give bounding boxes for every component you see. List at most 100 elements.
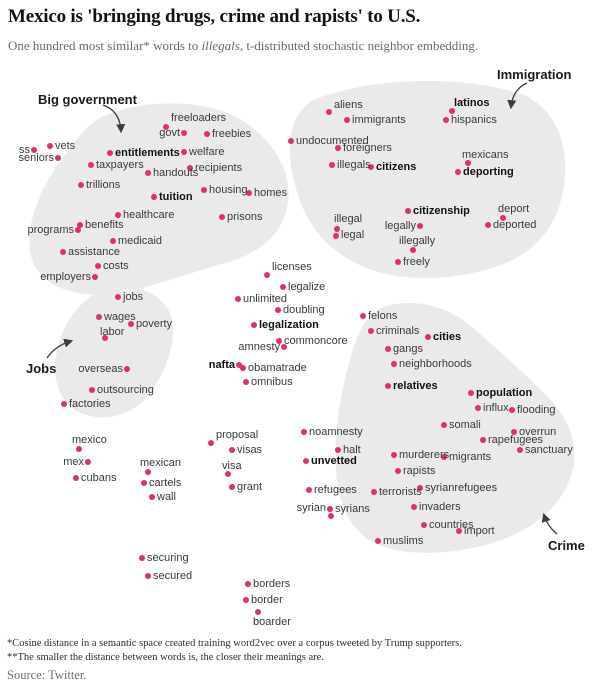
- word-label-legally: legally: [384, 220, 416, 232]
- point-dot-welfare: [181, 149, 187, 155]
- point-dot-recipients: [187, 165, 193, 171]
- point-dot-secured: [145, 573, 151, 579]
- word-label-unlimited: unlimited: [243, 293, 288, 305]
- word-label-somali: somali: [449, 419, 481, 431]
- subtitle-query-word: illegals: [201, 38, 240, 53]
- word-label-flooding: flooding: [517, 404, 556, 416]
- word-label-deport: deport: [498, 203, 530, 215]
- word-label-deporting: deporting: [463, 166, 514, 178]
- point-dot-syrians: [328, 513, 334, 519]
- cluster-label-jobs: Jobs: [26, 361, 57, 376]
- word-label-sanctuary: sanctuary: [525, 444, 573, 456]
- point-dot-costs: [95, 263, 101, 269]
- point-dot-illegals: [329, 162, 335, 168]
- word-label-citizens: citizens: [376, 161, 417, 173]
- point-dot-visa: [225, 471, 231, 477]
- blob-immigration: [289, 80, 566, 278]
- point-dot-noamnesty: [301, 429, 307, 435]
- word-label-visa: visa: [222, 460, 242, 472]
- point-dot-freebies: [204, 131, 210, 137]
- word-label-welfare: welfare: [189, 146, 225, 158]
- point-dot-benefits: [77, 222, 83, 228]
- word-label-employers: employers: [40, 271, 91, 283]
- word-label-entitlements: entitlements: [115, 147, 180, 159]
- word-label-foreigners: foreigners: [343, 142, 392, 154]
- point-dot-cartels: [141, 480, 147, 486]
- word-label-influx: influx: [483, 402, 509, 414]
- point-dot-illegally: [410, 247, 416, 253]
- word-label-refugees: refugees: [314, 484, 357, 496]
- word-label-overrun: overrun: [519, 426, 557, 438]
- word-label-trillions: trillions: [86, 179, 121, 191]
- word-label-noamnesty: noamnesty: [309, 426, 363, 438]
- point-dot-omnibus: [243, 379, 249, 385]
- point-dot-illegal: [334, 226, 340, 232]
- word-label-freeloaders: freeloaders: [171, 112, 227, 124]
- point-dot-employers: [92, 274, 98, 280]
- point-dot-overseas: [124, 366, 130, 372]
- point-dot-handouts: [145, 170, 151, 176]
- point-dot-visas: [229, 447, 235, 453]
- point-dot-deport: [500, 215, 506, 221]
- word-label-citizenship: citizenship: [413, 205, 470, 217]
- word-label-invaders: invaders: [419, 501, 461, 513]
- arrow-big-government: [102, 104, 126, 134]
- word-label-halt: halt: [343, 444, 361, 456]
- point-dot-refugees: [306, 487, 312, 493]
- point-dot-boarder: [255, 609, 261, 615]
- point-dot-tuition: [151, 194, 157, 200]
- subtitle-suffix: , t-distributed stochastic neighbor embe…: [239, 38, 479, 53]
- point-dot-terrorists: [371, 489, 377, 495]
- word-label-commoncore: commoncore: [284, 335, 348, 347]
- point-dot-wall: [149, 494, 155, 500]
- point-dot-rapefugees: [480, 437, 486, 443]
- point-dot-syrianrefugees: [417, 485, 423, 491]
- point-dot-unvetted: [303, 458, 309, 464]
- point-dot-population: [468, 390, 474, 396]
- word-label-seniors: seniors: [18, 152, 54, 164]
- word-label-illegally: illegally: [399, 235, 436, 247]
- word-label-wages: wages: [104, 311, 136, 323]
- word-label-labor: labor: [100, 326, 125, 338]
- point-dot-murderers: [391, 452, 397, 458]
- point-dot-entitlements: [107, 150, 113, 156]
- point-dot-deporting: [455, 169, 461, 175]
- word-label-import: import: [464, 525, 495, 537]
- word-label-criminals: criminals: [376, 325, 420, 337]
- word-label-freebies: freebies: [212, 128, 252, 140]
- word-label-hispanics: hispanics: [451, 114, 497, 126]
- footnote-distance-meaning: **The smaller the distance between words…: [7, 652, 324, 663]
- word-label-syrianrefugees: syrianrefugees: [425, 482, 498, 494]
- word-label-cartels: cartels: [149, 477, 182, 489]
- point-dot-housing: [201, 187, 207, 193]
- point-dot-countries: [421, 522, 427, 528]
- word-label-murderers: murderers: [399, 449, 450, 461]
- point-dot-overrun: [511, 429, 517, 435]
- cluster-label-big-government: Big government: [38, 92, 137, 107]
- point-dot-legally: [417, 223, 423, 229]
- word-label-deported: deported: [493, 219, 537, 231]
- arrow-crime: [541, 512, 558, 535]
- word-label-taxpayers: taxpayers: [96, 159, 144, 171]
- point-dot-migrants: [441, 454, 447, 460]
- word-label-vets: vets: [55, 140, 76, 152]
- point-dot-seniors: [55, 155, 61, 161]
- point-dot-outsourcing: [89, 387, 95, 393]
- arrow-immigration: [507, 82, 528, 110]
- point-dot-invaders: [411, 504, 417, 510]
- word-label-legal: legal: [341, 229, 365, 241]
- word-label-factories: factories: [69, 398, 111, 410]
- word-label-visas: visas: [237, 444, 263, 456]
- word-label-wall: wall: [157, 491, 176, 503]
- point-dot-import: [456, 528, 462, 534]
- point-dot-undocumented: [288, 138, 294, 144]
- point-dot-halt: [335, 447, 341, 453]
- word-label-obamatrade: obamatrade: [248, 362, 307, 374]
- point-dot-mexican: [145, 469, 151, 475]
- point-dot-mex: [85, 459, 91, 465]
- point-dot-vets: [47, 143, 53, 149]
- word-label-mexican: mexican: [140, 457, 181, 469]
- word-label-gangs: gangs: [393, 343, 423, 355]
- point-dot-border: [243, 597, 249, 603]
